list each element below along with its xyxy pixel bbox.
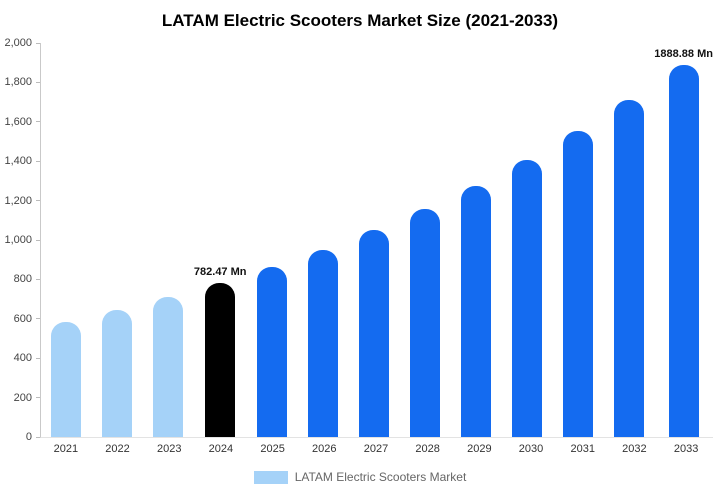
y-tick-label: 1,800 <box>4 76 32 89</box>
bar-2023[interactable] <box>153 297 184 437</box>
y-tick-mark <box>36 436 40 438</box>
bar-slot <box>552 43 603 437</box>
bar-slot: 782.47 Mn <box>194 43 247 437</box>
y-tick-label: 1,400 <box>4 155 32 168</box>
x-axis-label: 2033 <box>673 443 699 455</box>
x-axis-label: 2032 <box>622 443 647 455</box>
bar-slot <box>247 43 298 437</box>
legend: LATAM Electric Scooters Market <box>0 470 720 484</box>
bar-2030[interactable] <box>511 160 542 437</box>
x-axis: 2021 2022 2023 2024 2025 2026 2027 2028 2029 2030… <box>40 443 712 455</box>
bar-slot <box>603 43 654 437</box>
x-axis-label: 2031 <box>570 443 595 455</box>
bar-slot <box>399 43 450 437</box>
bar-slot <box>297 43 348 437</box>
y-tick-mark <box>36 121 40 123</box>
y-tick-mark <box>36 81 40 83</box>
y-tick-mark <box>36 318 40 320</box>
bar-2021[interactable] <box>51 322 82 437</box>
legend-swatch-icon <box>253 470 288 484</box>
bar-2033[interactable] <box>668 64 699 437</box>
bar-2028[interactable] <box>409 209 440 437</box>
bar-2027[interactable] <box>358 230 389 437</box>
bar-slot <box>143 43 194 437</box>
y-tick-mark <box>36 239 40 241</box>
bar-2031[interactable] <box>562 131 593 437</box>
bar-slot <box>92 43 143 437</box>
y-tick-label: 0 <box>25 431 32 443</box>
y-tick-label: 2,000 <box>4 37 32 49</box>
plot-area: 782.47 Mn 1888.88 Mn <box>40 43 713 438</box>
y-tick-label: 400 <box>13 352 32 365</box>
x-axis-label: 2030 <box>518 443 544 455</box>
bar-slot: 1888.88 Mn <box>654 43 713 437</box>
bar-slot <box>41 43 92 437</box>
bar-value-label: 1888.88 Mn <box>654 47 713 60</box>
y-tick-mark <box>36 42 40 44</box>
bar-2029[interactable] <box>460 185 491 437</box>
x-axis-label: 2026 <box>312 443 337 455</box>
y-tick-mark <box>36 200 40 202</box>
bar-slot <box>348 43 399 437</box>
y-tick-mark <box>36 397 40 399</box>
y-tick-mark <box>36 278 40 280</box>
y-tick-label: 1,000 <box>4 234 32 246</box>
legend-label: LATAM Electric Scooters Market <box>294 470 467 484</box>
x-axis-label: 2021 <box>53 443 79 455</box>
bar-2024[interactable] <box>205 282 236 437</box>
y-tick-label: 600 <box>13 312 32 325</box>
bar-value-label: 782.47 Mn <box>193 265 247 278</box>
bar-2022[interactable] <box>102 310 133 437</box>
x-axis-label: 2022 <box>105 443 130 455</box>
x-axis-label: 2027 <box>363 443 389 455</box>
bar-slot <box>501 43 552 437</box>
x-axis-label: 2029 <box>467 443 492 455</box>
bar-2025[interactable] <box>256 267 287 437</box>
bar-2026[interactable] <box>307 249 338 437</box>
y-tick-label: 800 <box>13 273 32 286</box>
y-tick-mark <box>36 357 40 359</box>
x-axis-label: 2024 <box>208 443 234 455</box>
bar-slot <box>450 43 501 437</box>
y-axis: 2,000 1,800 1,600 1,400 1,200 1,000 800 600 400 2… <box>0 37 40 443</box>
x-axis-label: 2028 <box>415 443 440 455</box>
bar-2032[interactable] <box>613 100 644 437</box>
x-axis-label: 2025 <box>260 443 285 455</box>
y-tick-label: 1,600 <box>4 115 32 128</box>
y-tick-label: 200 <box>13 391 32 404</box>
y-tick-label: 1,200 <box>4 194 32 207</box>
y-tick-mark <box>36 160 40 162</box>
x-axis-label: 2023 <box>156 443 182 455</box>
chart-title: LATAM Electric Scooters Market Size (202… <box>161 11 559 30</box>
